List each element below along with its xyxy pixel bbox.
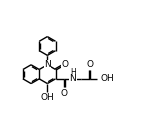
Text: H: H xyxy=(70,68,76,77)
Text: O: O xyxy=(61,60,68,69)
Text: N: N xyxy=(44,60,51,69)
Text: N: N xyxy=(70,74,76,83)
Text: OH: OH xyxy=(100,74,114,83)
Text: O: O xyxy=(86,60,93,69)
Text: O: O xyxy=(61,89,68,98)
Text: OH: OH xyxy=(40,93,54,102)
